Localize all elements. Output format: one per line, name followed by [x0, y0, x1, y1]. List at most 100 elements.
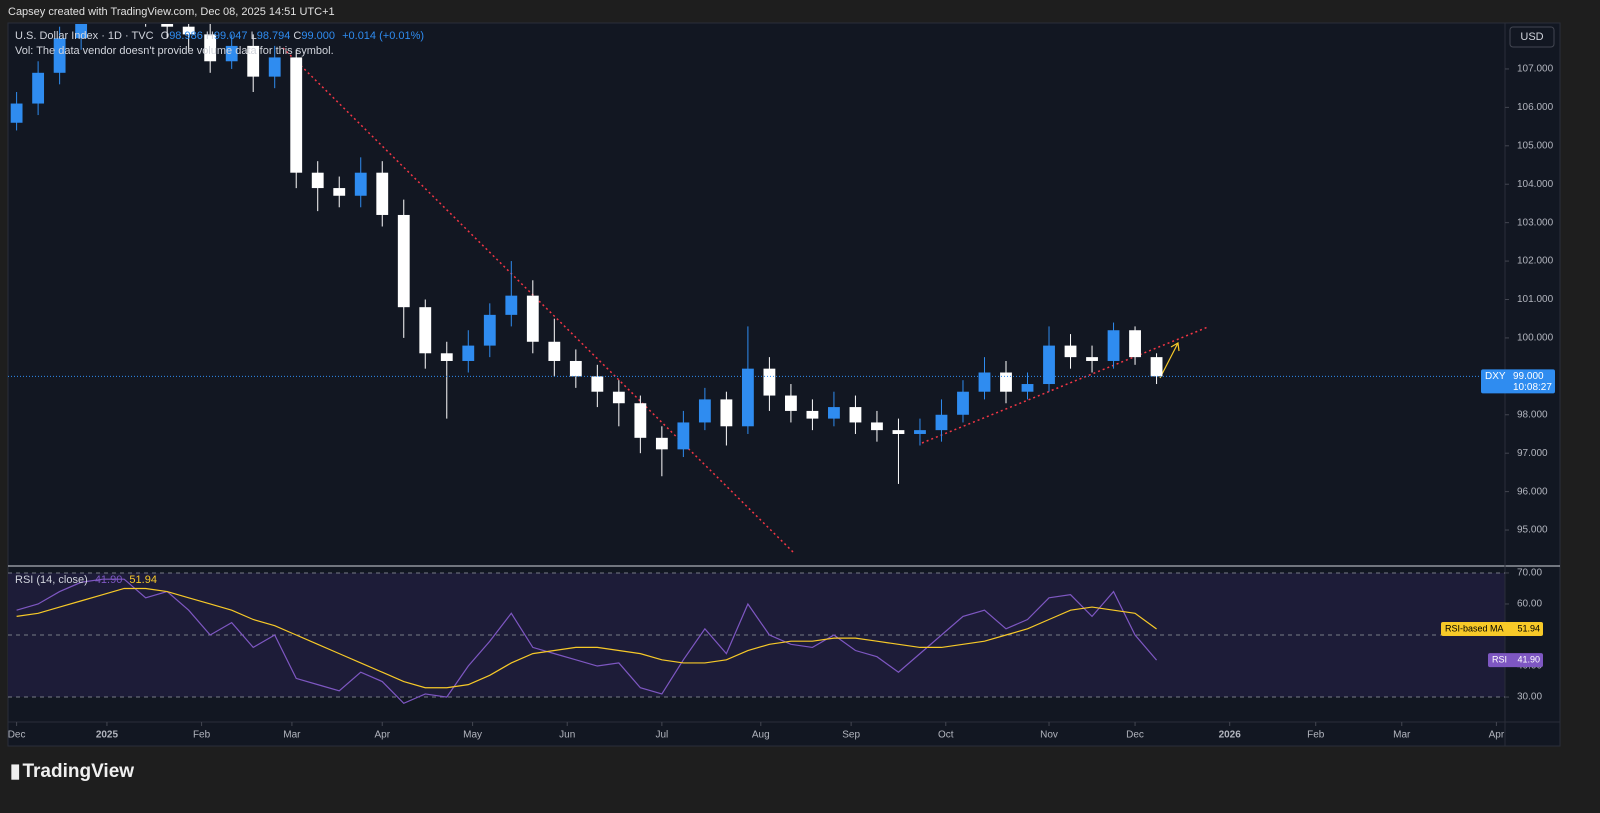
- candle-body: [871, 422, 883, 431]
- rsi-ma-value: 51.94: [129, 574, 157, 586]
- candle-body: [526, 295, 539, 342]
- candle-body: [612, 391, 625, 404]
- candle-body: [591, 376, 604, 392]
- x-tick-label: Mar: [1393, 730, 1411, 741]
- credit: Capsey created with TradingView.com, Dec…: [8, 6, 335, 18]
- candle-body: [75, 24, 88, 39]
- logo-mark: ▮: [10, 761, 21, 782]
- candle-body: [548, 341, 561, 361]
- candle-body: [225, 45, 238, 62]
- x-tick-label: Oct: [938, 730, 954, 741]
- candle-body: [914, 430, 926, 434]
- legend-line: U.S. Dollar Index · 1D · TVC O98.986 H99…: [15, 30, 428, 42]
- ohlc-key: O: [160, 30, 170, 42]
- x-tick-label: Aug: [752, 730, 770, 741]
- y-tick-label: 105.000: [1517, 140, 1554, 151]
- candle-body: [204, 34, 217, 62]
- candle-body: [1000, 372, 1012, 392]
- x-tick-label: Nov: [1040, 730, 1058, 741]
- candle-body: [763, 368, 776, 396]
- x-tick-label: Jul: [655, 730, 668, 741]
- price-label-box: [1481, 369, 1555, 394]
- candle-body: [655, 437, 668, 450]
- series-line: [16, 578, 1158, 704]
- candle-body: [1021, 384, 1034, 392]
- candle-body: [483, 314, 496, 346]
- y-tick-label: 60.00: [1517, 599, 1542, 610]
- rsi-legend: RSI (14, close) 41.90 51.94: [15, 574, 161, 586]
- logo: ▮ TradingView: [10, 760, 138, 783]
- x-tick-label: Mar: [283, 730, 301, 741]
- series-label-box: [1441, 621, 1543, 636]
- ohlc-value: 99.000: [301, 30, 336, 42]
- ohlc-key: C: [293, 30, 302, 42]
- candle-body: [828, 407, 840, 419]
- candle-body: [354, 172, 367, 196]
- candle-body: [376, 172, 389, 215]
- y-tick-label: 107.000: [1517, 64, 1554, 75]
- candle-body: [1150, 357, 1163, 377]
- x-tick-label: May: [463, 730, 482, 741]
- x-tick-label: 2026: [1219, 730, 1242, 741]
- x-tick-label: Dec: [8, 730, 26, 741]
- x-tick-label: Feb: [1307, 730, 1325, 741]
- series-last-value: 41.90: [1517, 655, 1540, 665]
- axes: 95.000 96.000 97.000 98.000 99.000 100.000 101…: [8, 64, 1555, 741]
- candle-body: [849, 407, 862, 423]
- y-tick-label: 100.000: [1517, 333, 1554, 344]
- trendline: [921, 326, 1209, 444]
- candle-body: [268, 57, 281, 77]
- candle-body: [505, 295, 518, 315]
- candle-body: [53, 38, 66, 73]
- candle-body: [1064, 345, 1077, 358]
- y-tick-label: 95.000: [1517, 525, 1548, 536]
- volume-note: Vol: The data vendor doesn't provide vol…: [15, 45, 334, 57]
- candle-body: [161, 24, 174, 27]
- series-line: [16, 587, 1157, 689]
- rsi-title: RSI (14, close): [15, 574, 88, 586]
- y-tick-label: 98.000: [1517, 409, 1548, 420]
- x-tick-label: 2025: [96, 730, 119, 741]
- candle-body: [634, 403, 647, 438]
- candle-body: [935, 414, 948, 431]
- ohlc-value: 98.794: [256, 30, 291, 42]
- y-tick-label: 104.000: [1517, 179, 1554, 190]
- candle-body: [957, 391, 969, 415]
- y-tick-label: 97.000: [1517, 448, 1548, 459]
- series-last-value: 51.94: [1517, 623, 1540, 633]
- candle-body: [290, 57, 303, 173]
- countdown: 10:08:27: [1513, 382, 1552, 393]
- symbol-label: DXY: [1485, 371, 1506, 382]
- x-tick-label: Jun: [559, 730, 575, 741]
- candle-body: [1107, 330, 1120, 361]
- series-name: RSI-based MA: [1445, 623, 1504, 633]
- y-tick-label: 96.000: [1517, 486, 1548, 497]
- x-tick-label: Dec: [1126, 730, 1144, 741]
- candle-body: [397, 214, 410, 308]
- candle-body: [462, 345, 475, 361]
- currency-box: [1509, 26, 1555, 48]
- candle-body: [333, 188, 346, 196]
- arrow-head: [1170, 342, 1180, 352]
- x-tick-label: Feb: [193, 730, 211, 741]
- series-label-box: [1488, 653, 1543, 668]
- y-tick-label: 70.00: [1517, 568, 1542, 579]
- ohlc-value: 98.986: [169, 30, 203, 42]
- x-tick-label: Apr: [374, 730, 390, 741]
- candle-body: [741, 368, 754, 427]
- candle-body: [1129, 330, 1141, 358]
- candle-body: [806, 410, 819, 419]
- change: +0.014 (+0.01%): [342, 30, 425, 42]
- candle-body: [698, 399, 711, 423]
- x-tick-label: Sep: [842, 730, 860, 741]
- y-tick-label: 103.000: [1517, 217, 1554, 228]
- candle-body: [182, 26, 195, 35]
- last-price-label: 99.000: [1513, 371, 1544, 382]
- candle-body: [784, 395, 797, 411]
- y-tick-label: 106.000: [1517, 102, 1554, 113]
- ohlc-key: L: [250, 30, 257, 42]
- arrow: [1159, 342, 1179, 379]
- y-tick-label: 101.000: [1517, 294, 1554, 305]
